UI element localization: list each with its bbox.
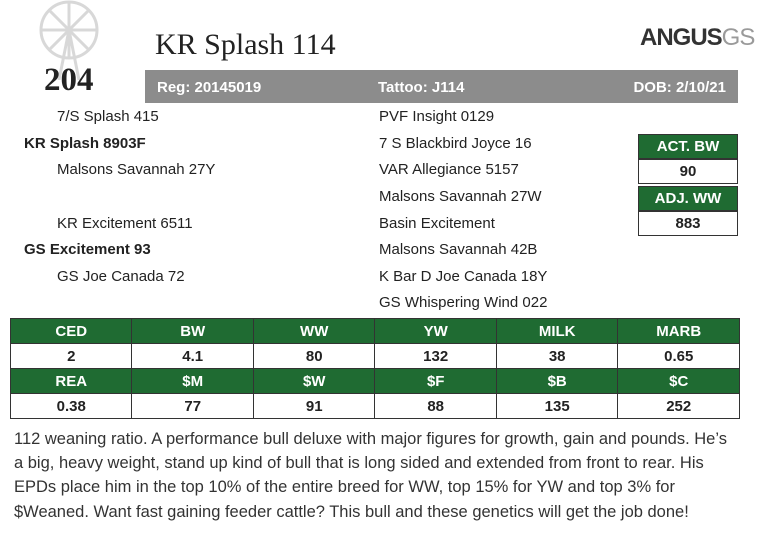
pedigree-entry: VAR Allegiance 5157 xyxy=(379,161,519,178)
logo: ANGUSGS xyxy=(640,24,756,52)
info-bar: Reg: 20145019 Tattoo: J114 DOB: 2/10/21 xyxy=(145,70,738,103)
sire: KR Splash 8903F xyxy=(24,135,146,152)
epd-row: REA $M $W $F $B $C xyxy=(9,368,740,394)
weight-value: 883 xyxy=(638,211,738,236)
epd-header: YW xyxy=(374,318,497,344)
pedigree-entry: Malsons Savannah 27Y xyxy=(57,161,216,178)
epd-row: 2 4.1 80 132 38 0.65 xyxy=(9,343,740,369)
pedigree-entry: Malsons Savannah 42B xyxy=(379,241,538,258)
pedigree-entry: GS Joe Canada 72 xyxy=(57,268,185,285)
logo-sub: GS xyxy=(721,24,756,51)
epd-header: $C xyxy=(617,368,740,394)
epd-value: 4.1 xyxy=(131,343,254,369)
epd-value: 91 xyxy=(252,393,376,419)
epd-value: 132 xyxy=(374,343,497,369)
epd-table: CED BW WW YW MILK MARB 2 4.1 80 132 38 0.65 REA $M $W $… xyxy=(9,318,740,419)
lot-number: 204 xyxy=(44,62,94,98)
epd-value: 252 xyxy=(617,393,740,419)
epd-header: $F xyxy=(374,368,497,394)
epd-header: $W xyxy=(252,368,376,394)
epd-value: 77 xyxy=(131,393,254,419)
epd-row: 0.38 77 91 88 135 252 xyxy=(9,393,740,419)
epd-row: CED BW WW YW MILK MARB xyxy=(9,318,740,344)
pedigree-entry: Malsons Savannah 27W xyxy=(379,188,542,205)
epd-header: REA xyxy=(9,368,133,394)
weight-header: ACT. BW xyxy=(638,134,738,159)
dam: GS Excitement 93 xyxy=(24,241,151,258)
dob: DOB: 2/10/21 xyxy=(633,79,726,96)
epd-value: 0.65 xyxy=(617,343,740,369)
epd-value: 2 xyxy=(9,343,133,369)
epd-value: 38 xyxy=(495,343,619,369)
pedigree-entry: 7/S Splash 415 xyxy=(57,108,159,125)
epd-header: BW xyxy=(131,318,254,344)
epd-header: MARB xyxy=(617,318,740,344)
epd-header: $B xyxy=(495,368,619,394)
pedigree-entry: K Bar D Joe Canada 18Y xyxy=(379,268,548,285)
registration: Reg: 20145019 xyxy=(157,79,262,96)
windmill-watermark xyxy=(39,0,99,80)
logo-main: ANGUS xyxy=(640,24,723,51)
epd-header: CED xyxy=(9,318,133,344)
weight-value: 90 xyxy=(638,159,738,184)
epd-value: 0.38 xyxy=(9,393,133,419)
epd-value: 135 xyxy=(495,393,619,419)
pedigree-entry: KR Excitement 6511 xyxy=(57,215,193,232)
weight-header: ADJ. WW xyxy=(638,186,738,211)
pedigree-entry: PVF Insight 0129 xyxy=(379,108,495,125)
epd-value: 88 xyxy=(374,393,497,419)
pedigree-entry: GS Whispering Wind 022 xyxy=(379,294,548,311)
epd-header: WW xyxy=(252,318,376,344)
epd-header: $M xyxy=(131,368,254,394)
epd-header: MILK xyxy=(495,318,619,344)
pedigree-entry: Basin Excitement xyxy=(379,215,495,232)
pedigree-entry: 7 S Blackbird Joyce 16 xyxy=(379,135,532,152)
animal-name: KR Splash 114 xyxy=(155,28,336,61)
tattoo: Tattoo: J114 xyxy=(378,79,465,96)
description: 112 weaning ratio. A performance bull de… xyxy=(14,430,727,521)
epd-value: 80 xyxy=(252,343,376,369)
